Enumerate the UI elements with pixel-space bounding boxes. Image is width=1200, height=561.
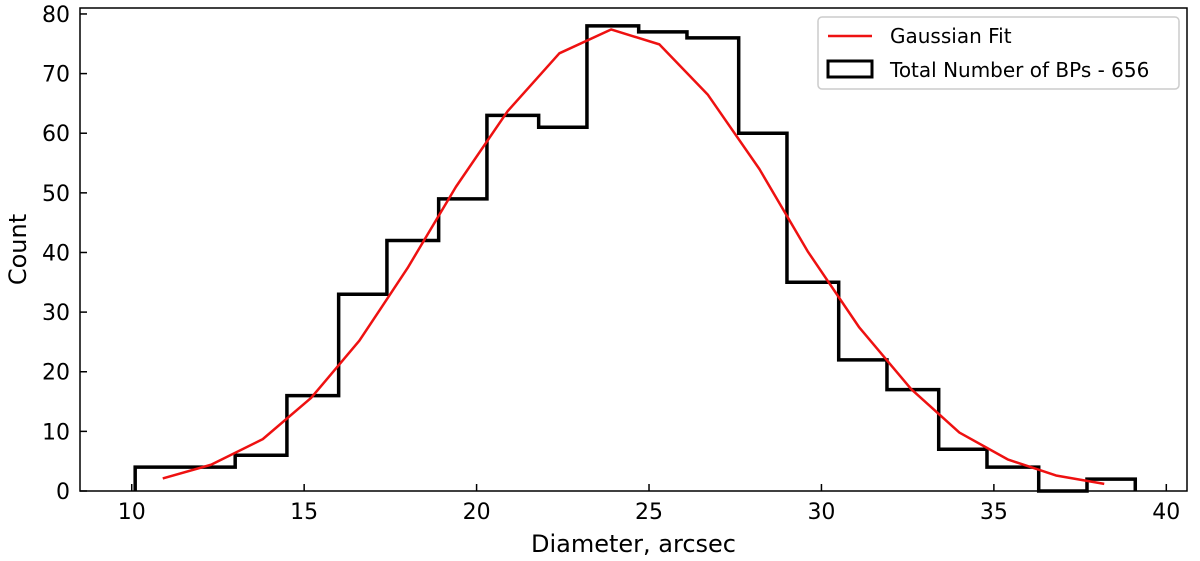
y-tick-label: 80 (42, 3, 70, 28)
legend-histogram-label: Total Number of BPs - 656 (889, 58, 1149, 82)
y-tick-label: 70 (42, 63, 70, 88)
histogram-bin (287, 396, 339, 491)
histogram-bin (539, 127, 587, 491)
histogram-bin (339, 294, 387, 491)
histogram-bin (135, 467, 235, 491)
y-tick-label: 60 (42, 122, 70, 147)
histogram-bin (387, 241, 439, 491)
histogram-bin (587, 26, 639, 491)
histogram-bin (739, 133, 787, 491)
y-tick-label: 40 (42, 241, 70, 266)
histogram-bin (939, 449, 987, 491)
y-tick-label: 50 (42, 182, 70, 207)
legend-box (817, 16, 1180, 90)
histogram-bin (787, 282, 839, 491)
gaussian-fit-line (162, 28, 1105, 486)
x-tick-label: 15 (290, 500, 318, 525)
x-tick-label: 35 (980, 500, 1008, 525)
histogram-bin (987, 467, 1039, 491)
histogram-bin (839, 360, 887, 491)
y-axis-label: Count (4, 214, 32, 285)
y-tick-label: 0 (56, 480, 70, 505)
histogram-bin (439, 199, 487, 491)
histogram-bin (639, 32, 687, 491)
histogram-bin (687, 38, 739, 491)
x-tick-label: 20 (463, 500, 491, 525)
histogram-bin (887, 390, 939, 491)
x-axis-label: Diameter, arcsec (531, 530, 736, 558)
histogram-outline (133, 24, 1138, 493)
y-tick-label: 20 (42, 361, 70, 386)
plot-frame (79, 7, 1188, 492)
x-tick-label: 30 (807, 500, 835, 525)
legend-gaussian-fit-label: Gaussian Fit (890, 24, 1012, 48)
x-tick-label: 40 (1152, 500, 1180, 525)
x-tick-label: 25 (635, 500, 663, 525)
x-tick-label: 10 (118, 500, 146, 525)
histogram-bin (487, 115, 539, 491)
y-tick-label: 30 (42, 301, 70, 326)
legend-histogram-swatch (826, 59, 874, 79)
y-tick-label: 10 (42, 420, 70, 445)
histogram-bin (235, 455, 287, 491)
